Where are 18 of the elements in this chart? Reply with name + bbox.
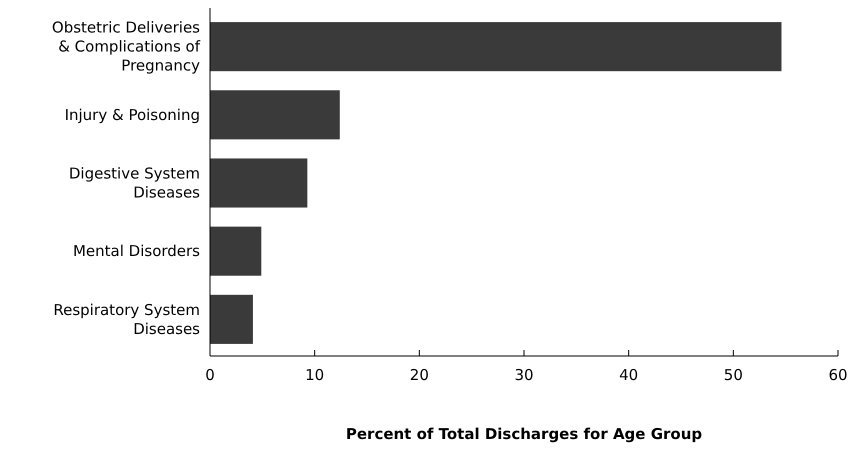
x-tick-label: 60 [828, 366, 848, 384]
x-tick-label: 40 [619, 366, 638, 384]
x-tick-label: 30 [514, 366, 534, 384]
y-tick-label: Obstetric Deliveries & Complications of Pregnancy [52, 18, 201, 75]
x-tick-label: 10 [305, 366, 324, 384]
bar [210, 158, 308, 208]
y-tick-label: Injury & Poisoning [64, 106, 200, 124]
bar [210, 226, 262, 276]
y-tick-label: Digestive System Diseases [68, 164, 200, 202]
x-tick-label: 0 [205, 366, 215, 384]
x-tick-label: 20 [410, 366, 429, 384]
x-tick-label: 50 [724, 366, 743, 384]
bar [210, 22, 782, 72]
x-axis-title: Percent of Total Discharges for Age Group [346, 425, 702, 443]
bar [210, 294, 253, 344]
y-tick-label: Respiratory System Diseases [53, 300, 200, 338]
y-tick-label: Mental Disorders [72, 242, 200, 260]
bar [210, 90, 340, 140]
